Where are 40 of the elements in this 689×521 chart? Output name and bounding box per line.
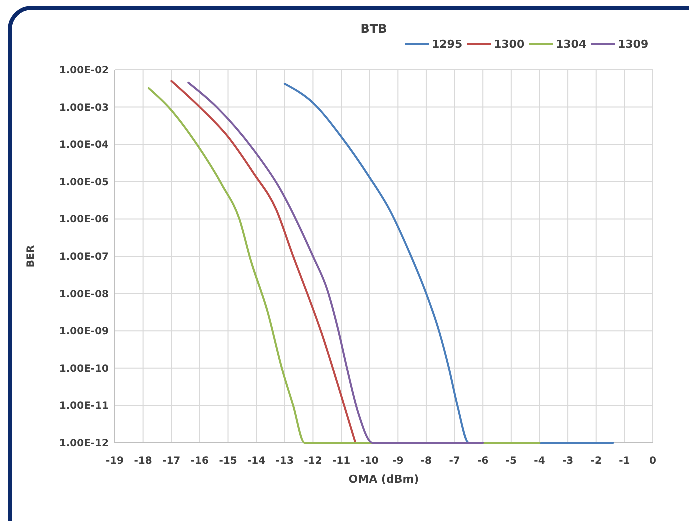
y-tick-label: 1.00E-07 [59,252,110,263]
x-tick-label: -15 [219,456,238,467]
x-axis-title: OMA (dBm) [348,473,420,486]
x-tick-label: -14 [248,456,266,467]
x-tick-label: -7 [449,456,460,467]
x-tick-label: -11 [332,456,351,467]
x-tick-label: -5 [506,456,518,467]
x-tick-label: -19 [106,456,124,467]
x-tick-label: -18 [134,456,152,467]
y-tick-label: 1.00E-05 [59,177,110,188]
legend-label: 1309 [618,38,649,51]
chart-title: BTB [360,22,388,36]
legend-label: 1295 [432,38,463,51]
x-tick-label: -16 [190,456,210,467]
x-tick-label: -17 [162,456,181,467]
x-tick-label: -12 [304,456,322,467]
y-tick-label: 1.00E-11 [59,401,110,412]
x-tick-label: -2 [590,456,602,467]
y-tick-label: 1.00E-09 [59,326,110,338]
x-tick-label: -10 [360,456,379,467]
y-axis-title: BER [26,245,37,268]
x-tick-label: -13 [276,456,294,467]
y-tick-label: 1.00E-02 [59,66,110,76]
x-tick-label: -6 [478,456,489,467]
line-series [188,82,484,444]
x-tick-label: -1 [619,456,630,467]
x-tick-label: -3 [562,456,574,467]
x-tick-label: -9 [392,456,404,467]
y-tick-label: 1.00E-03 [59,102,110,114]
line-series [170,80,357,444]
x-tick-label: -4 [534,456,546,467]
y-tick-label: 1.00E-08 [59,289,110,300]
y-tick-label: 1.00E-10 [59,364,110,375]
legend-label: 1300 [494,38,525,51]
x-tick-label: -8 [420,456,432,467]
y-tick-label: 1.00E-04 [59,140,110,152]
y-tick-label: 1.00E-06 [59,214,110,226]
y-tick-label: 1.00E-12 [59,438,110,450]
x-tick-label: 0 [650,456,657,467]
legend-label: 1304 [556,38,587,51]
